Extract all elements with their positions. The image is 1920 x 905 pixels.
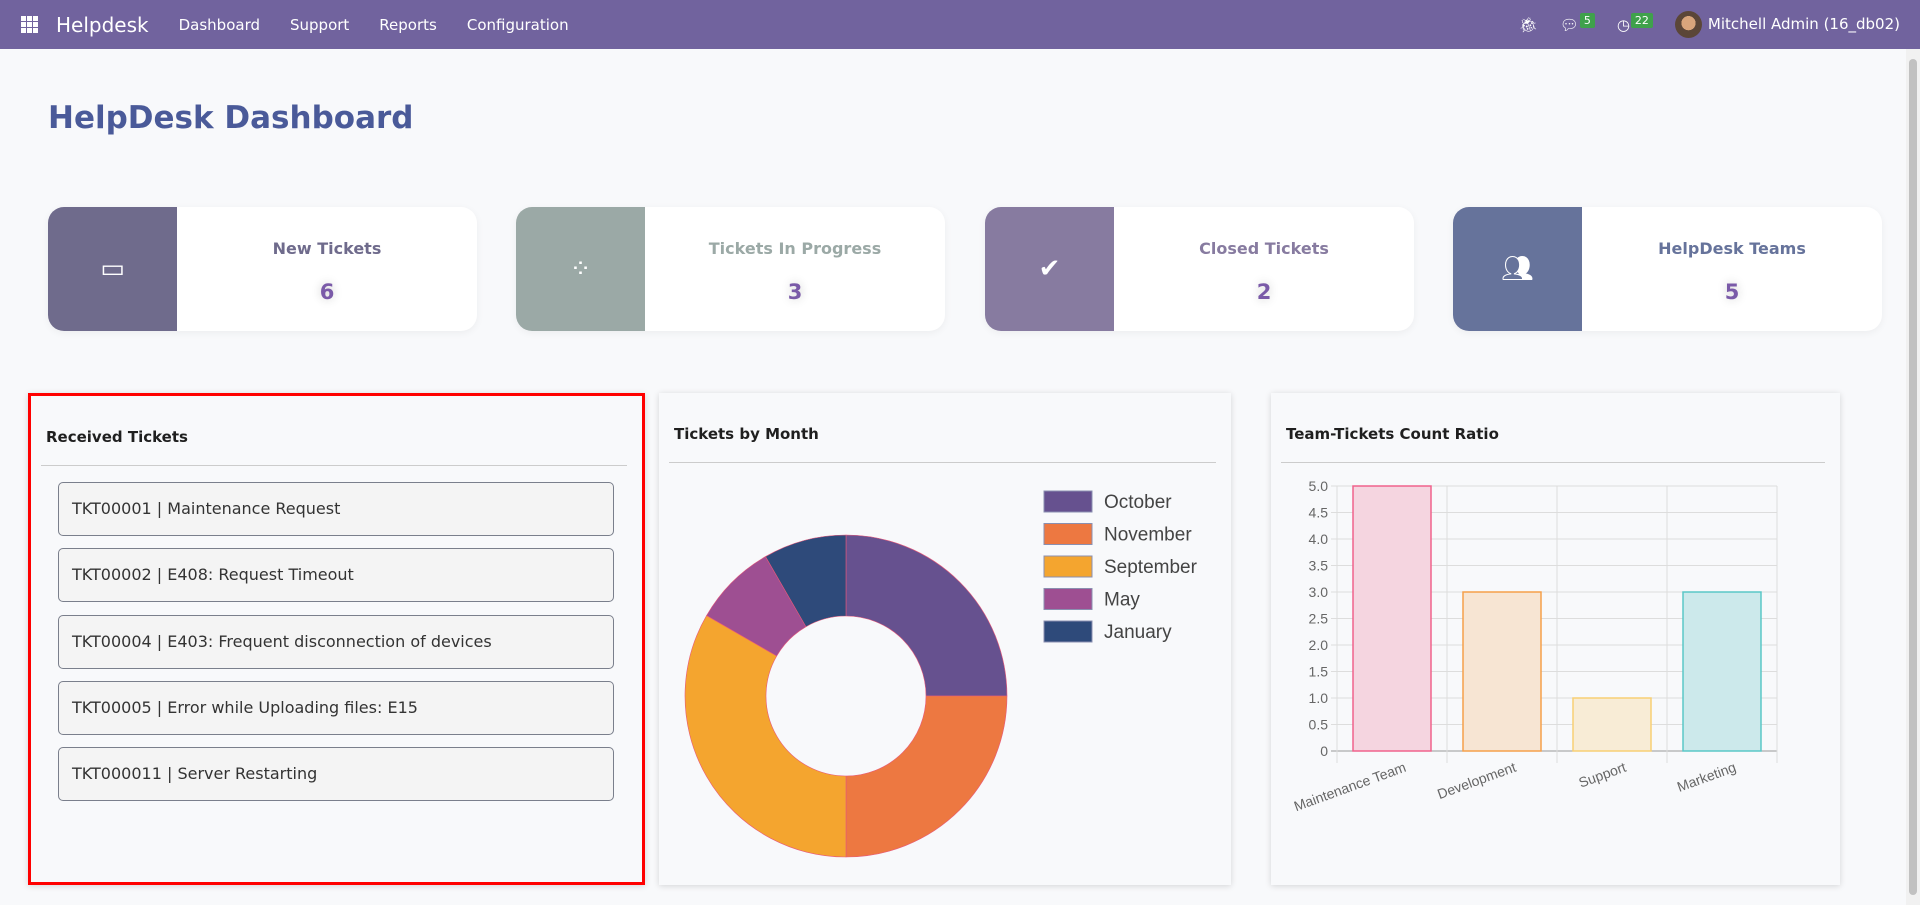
stat-card[interactable]: ▭ New Tickets 6 xyxy=(48,207,477,331)
user-menu[interactable]: Mitchell Admin (16_db02) xyxy=(1674,11,1900,38)
y-tick-label: 5.0 xyxy=(1309,478,1329,494)
menu-reports[interactable]: Reports xyxy=(379,15,437,34)
legend-label: October xyxy=(1104,492,1172,513)
page-title: HelpDesk Dashboard xyxy=(48,100,414,136)
y-tick-label: 0 xyxy=(1320,743,1328,759)
legend-label: May xyxy=(1104,590,1140,611)
user-name: Mitchell Admin (16_db02) xyxy=(1707,15,1900,33)
inbox-icon: ▭ xyxy=(48,207,177,331)
donut-slice-january xyxy=(765,534,847,628)
app-name[interactable]: Helpdesk xyxy=(56,12,149,37)
menu-configuration[interactable]: Configuration xyxy=(466,15,569,34)
stat-value: 5 xyxy=(1724,280,1740,304)
y-tick-label: 0.5 xyxy=(1309,717,1329,733)
activities-button[interactable]: ◷ 22 xyxy=(1616,12,1653,34)
check-icon: ✔ xyxy=(985,207,1114,331)
ticket-item[interactable]: TKT00005 | Error while Uploading files: … xyxy=(58,681,614,735)
divider xyxy=(669,462,1216,463)
team-tickets-panel: Team-Tickets Count Ratio 0 0.5 1.0 1.5 2.0 2.… xyxy=(1271,393,1840,885)
bar-maintenance-team xyxy=(1352,485,1432,752)
legend-swatch xyxy=(1043,588,1093,610)
y-tick-label: 3.0 xyxy=(1309,584,1329,600)
apps-menu-icon[interactable] xyxy=(21,16,38,33)
y-tick-label: 2.0 xyxy=(1309,637,1329,653)
legend-swatch xyxy=(1043,620,1093,643)
y-tick-label: 2.5 xyxy=(1309,611,1329,627)
x-tick-label: Maintenance Team xyxy=(1292,759,1408,814)
donut-chart: October November September May January xyxy=(684,490,1198,858)
legend-swatch xyxy=(1043,555,1093,578)
legend-label: September xyxy=(1104,557,1198,578)
bar-chart: 0 0.5 1.0 1.5 2.0 2.5 3.0 3.5 4.0 4.5 5.0 Maintenan… xyxy=(1292,478,1778,814)
bar-development xyxy=(1462,591,1542,752)
menu-dashboard[interactable]: Dashboard xyxy=(178,15,260,34)
ticket-item[interactable]: TKT00001 | Maintenance Request xyxy=(58,482,614,536)
debug-bug-icon[interactable]: 🐞︎ xyxy=(1518,15,1538,34)
panel-title: Team-Tickets Count Ratio xyxy=(1286,425,1499,443)
stat-value: 2 xyxy=(1256,280,1272,304)
y-tick-label: 1.0 xyxy=(1309,690,1329,706)
stat-card[interactable]: ✔ Closed Tickets 2 xyxy=(985,207,1414,331)
x-tick-label: Support xyxy=(1576,759,1628,791)
legend-label: November xyxy=(1104,525,1192,546)
tickets-by-month-panel: Tickets by Month October November Septembe… xyxy=(659,393,1231,885)
menu-support[interactable]: Support xyxy=(290,15,350,34)
top-navbar: Helpdesk Dashboard Support Reports Confi… xyxy=(0,0,1920,49)
donut-slice-september xyxy=(684,615,847,858)
stat-card[interactable]: 👥︎ HelpDesk Teams 5 xyxy=(1453,207,1882,331)
spinner-icon: ⁘ xyxy=(516,207,645,331)
messages-button[interactable]: 💬︎ 5 xyxy=(1559,12,1595,34)
stat-label: New Tickets xyxy=(272,239,382,258)
legend-swatch xyxy=(1043,490,1093,513)
activities-badge: 22 xyxy=(1630,12,1653,28)
avatar xyxy=(1674,11,1702,38)
divider xyxy=(41,465,627,466)
panel-title: Received Tickets xyxy=(46,428,188,446)
stat-label: HelpDesk Teams xyxy=(1658,239,1806,258)
stat-value: 3 xyxy=(787,280,803,304)
y-tick-label: 3.5 xyxy=(1309,558,1329,574)
stat-label: Closed Tickets xyxy=(1199,239,1329,258)
received-tickets-panel: Received Tickets TKT00001 | Maintenance … xyxy=(28,393,645,885)
legend-label: January xyxy=(1104,622,1172,643)
legend-swatch xyxy=(1043,523,1093,545)
x-tick-label: Development xyxy=(1435,759,1518,802)
panel-title: Tickets by Month xyxy=(674,425,819,443)
clock-icon: ◷ xyxy=(1616,15,1630,34)
divider xyxy=(1281,462,1825,463)
users-icon: 👥︎ xyxy=(1453,207,1582,331)
scrollbar[interactable] xyxy=(1906,49,1920,905)
bar-support xyxy=(1572,697,1652,752)
ticket-item[interactable]: TKT000011 | Server Restarting xyxy=(58,747,614,801)
donut-slice-october xyxy=(845,534,1008,697)
y-tick-label: 1.5 xyxy=(1309,664,1329,680)
stat-card[interactable]: ⁘ Tickets In Progress 3 xyxy=(516,207,945,331)
stat-label: Tickets In Progress xyxy=(708,239,882,258)
y-tick-label: 4.0 xyxy=(1309,531,1329,547)
donut-slice-november xyxy=(845,695,1008,858)
ticket-item[interactable]: TKT00004 | E403: Frequent disconnection … xyxy=(58,615,614,669)
messages-badge: 5 xyxy=(1579,12,1595,28)
ticket-item[interactable]: TKT00002 | E408: Request Timeout xyxy=(58,548,614,602)
stat-value: 6 xyxy=(319,280,335,304)
y-tick-label: 4.5 xyxy=(1309,505,1329,521)
x-tick-label: Marketing xyxy=(1675,759,1738,795)
bar-marketing xyxy=(1682,591,1762,752)
chat-icon: 💬︎ xyxy=(1559,15,1579,34)
